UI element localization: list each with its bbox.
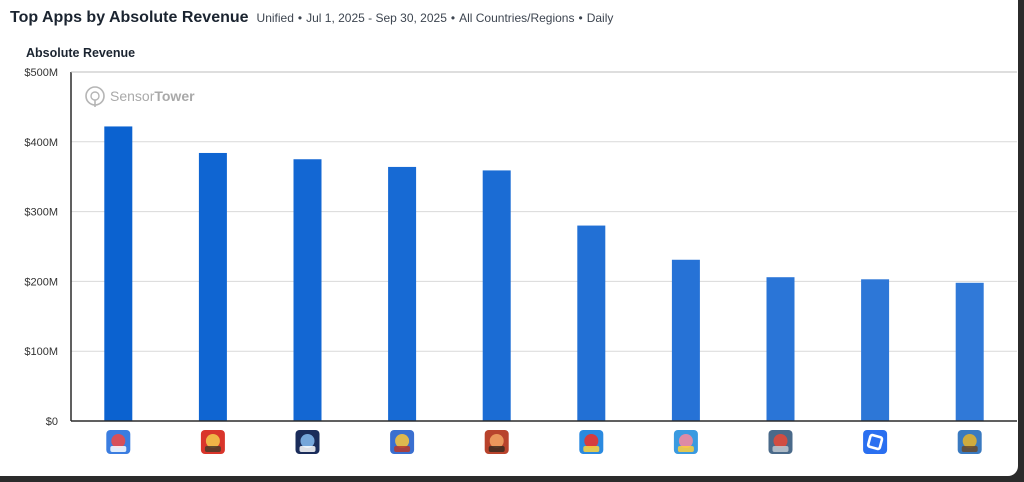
watermark-brand: Sensor <box>110 88 155 104</box>
bar-app-10[interactable] <box>955 282 984 421</box>
chart-filters: Unified • Jul 1, 2025 - Sep 30, 2025 • All C… <box>256 11 614 25</box>
filter-countries[interactable]: All Countries/Regions <box>459 11 575 25</box>
y-tick-label: $400M <box>24 137 58 149</box>
roblox-logo-icon[interactable] <box>863 430 888 454</box>
y-tick-label: $0 <box>46 416 58 428</box>
bars <box>104 126 984 421</box>
sensor-tower-watermark: SensorTower <box>85 86 195 107</box>
globe-planet-icon[interactable] <box>295 430 320 454</box>
y-tick-label: $100M <box>24 346 58 358</box>
bar-app-3[interactable] <box>293 159 322 421</box>
warrior-king-icon[interactable] <box>390 430 415 454</box>
filter-date-range[interactable]: Jul 1, 2025 - Sep 30, 2025 <box>306 11 447 25</box>
bar-app-1[interactable] <box>104 126 133 421</box>
y-tick-label: $200M <box>24 276 58 288</box>
watermark-brand-bold: Tower <box>154 88 195 104</box>
knight-battle-icon[interactable] <box>957 430 982 454</box>
bar-app-4[interactable] <box>388 166 417 421</box>
pig-character-icon[interactable] <box>673 430 698 454</box>
candy-icon[interactable] <box>579 430 604 454</box>
bar-app-7[interactable] <box>671 259 700 421</box>
bar-app-9[interactable] <box>861 279 890 421</box>
sensor-tower-logo-icon <box>85 86 105 107</box>
bar-app-2[interactable] <box>198 152 227 421</box>
bar-chart: $0 $100M $200M $300M $400M $500M SensorTower <box>24 67 1017 454</box>
chart-title: Top Apps by Absolute Revenue <box>10 9 249 26</box>
squad-shooter-icon[interactable] <box>768 430 793 454</box>
chart-header: Top Apps by Absolute Revenue Unified • Jul… <box>10 9 613 27</box>
filter-granularity[interactable]: Daily <box>586 11 614 25</box>
svg-text:SensorTower: SensorTower <box>110 88 195 104</box>
y-tick-label: $500M <box>24 67 58 79</box>
fighter-portrait-icon[interactable] <box>484 430 509 454</box>
bar-app-5[interactable] <box>482 170 511 421</box>
bar-app-6[interactable] <box>577 225 606 421</box>
bar-app-8[interactable] <box>766 277 795 421</box>
y-tick-labels: $0 $100M $200M $300M $400M $500M <box>24 67 58 428</box>
y-tick-label: $300M <box>24 207 58 219</box>
tile-puzzle-icon[interactable] <box>106 430 131 454</box>
cartoon-hero-icon[interactable] <box>200 430 225 454</box>
axes <box>70 71 1017 422</box>
filter-unified[interactable]: Unified <box>256 11 294 25</box>
y-axis-title: Absolute Revenue <box>26 46 136 60</box>
app-icons <box>106 430 982 454</box>
